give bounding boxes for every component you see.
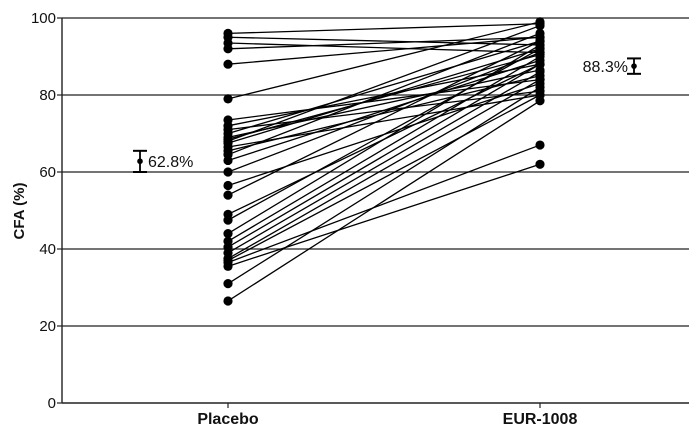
subject-line (227, 100, 541, 302)
placebo-point (223, 167, 233, 177)
mean-markers: 62.8% 88.3% (133, 57, 641, 173)
eur-1008-point (535, 75, 545, 85)
subject-line (227, 144, 541, 264)
y-tick-label: 20 (39, 318, 56, 335)
subject-line (227, 36, 541, 50)
subject-line (227, 71, 541, 254)
placebo-point (223, 190, 233, 200)
y-tick-label: 100 (31, 10, 56, 27)
y-tick-labels: 0 20 40 60 80 100 (31, 10, 56, 412)
placebo-point (223, 279, 233, 289)
y-axis-title: CFA (%) (11, 183, 28, 240)
eur-1008-point (535, 140, 545, 150)
eur-1008-point (535, 40, 545, 50)
subject-line (227, 69, 541, 138)
subject-line (227, 42, 541, 54)
y-tick-label: 0 (48, 395, 56, 412)
subject-line (227, 48, 541, 144)
placebo-point (223, 296, 233, 306)
placebo-point (223, 236, 233, 246)
placebo-point (223, 28, 233, 38)
subject-line (227, 36, 541, 46)
grid-lines (62, 17, 689, 327)
subject-line (227, 90, 541, 131)
subject-line (227, 53, 541, 140)
subject-line (227, 25, 541, 142)
subject-points (223, 17, 545, 306)
mean-label: 88.3% (583, 59, 628, 76)
subject-line (227, 21, 541, 100)
subject-line (227, 94, 541, 262)
x-category-label: Placebo (197, 411, 259, 426)
y-tick-label: 60 (39, 164, 56, 181)
y-tick-label: 80 (39, 87, 56, 104)
subject-line (227, 23, 541, 35)
subject-line (227, 163, 541, 267)
placebo-point (223, 180, 233, 191)
placebo-point (223, 94, 233, 104)
placebo-point (223, 209, 233, 219)
subject-line (227, 36, 541, 65)
subject-line (227, 40, 541, 196)
mean-point (137, 158, 143, 165)
subject-lines (227, 21, 541, 302)
subject-line (227, 63, 541, 248)
eur-1008-point (535, 48, 545, 58)
subject-line (227, 82, 541, 187)
subject-line (227, 52, 541, 173)
y-tick-label: 40 (39, 241, 56, 258)
subject-line (227, 94, 541, 148)
subject-line (227, 55, 541, 242)
subject-line (227, 40, 541, 135)
subject-line (227, 78, 541, 121)
mean-label: 62.8% (148, 154, 193, 171)
subject-line (227, 63, 541, 127)
eur-1008-point (535, 159, 545, 169)
placebo-point (223, 229, 233, 239)
subject-line (227, 79, 541, 260)
subject-line (227, 86, 541, 285)
x-category-labels: Placebo EUR-1008 (197, 411, 577, 426)
eur-1008-point (535, 32, 545, 42)
placebo-point (223, 115, 233, 125)
axes (57, 17, 689, 408)
eur-1008-point (535, 59, 545, 69)
x-category-label: EUR-1008 (503, 411, 578, 426)
eur-1008-point (535, 19, 545, 29)
mean-point (631, 63, 637, 69)
subject-line (227, 63, 541, 215)
subject-line (227, 32, 541, 156)
eur-1008-point (535, 86, 545, 96)
placebo-point (223, 59, 233, 69)
